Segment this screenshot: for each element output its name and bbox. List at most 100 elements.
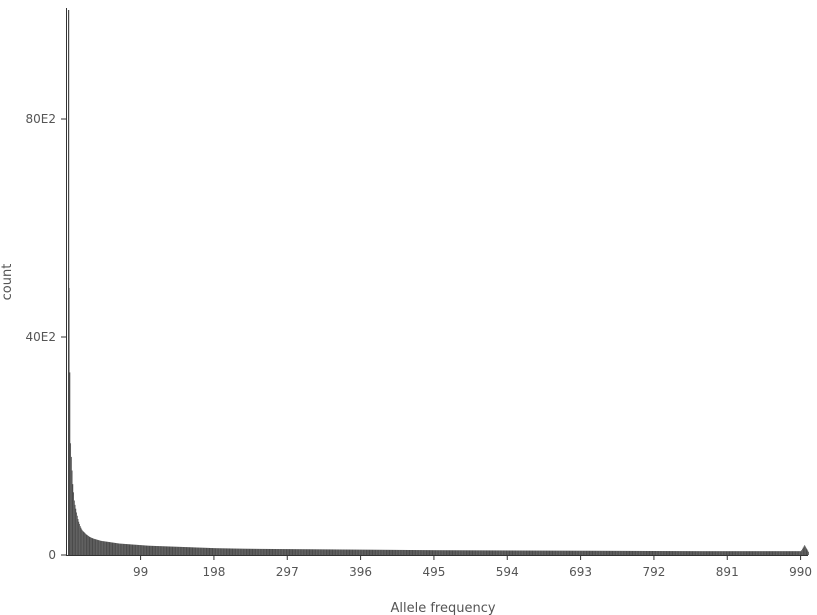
x-tick-label: 792 — [642, 565, 665, 579]
histogram-bar — [408, 549, 410, 555]
histogram-bar — [255, 548, 257, 555]
histogram-bar — [747, 551, 749, 555]
histogram-bar — [82, 530, 83, 555]
histogram-bar — [456, 550, 457, 555]
histogram-bar — [611, 550, 613, 555]
histogram-bar — [430, 550, 432, 555]
histogram-bar — [804, 545, 806, 555]
histogram-bar — [578, 550, 580, 555]
histogram-bar — [556, 550, 558, 555]
histogram-bar — [553, 550, 554, 555]
histogram-bar — [467, 550, 469, 555]
histogram-bar — [540, 550, 542, 555]
histogram-bar — [518, 550, 520, 555]
histogram-bar — [721, 551, 723, 555]
histogram-bar — [479, 550, 480, 555]
histogram-bar — [70, 443, 72, 555]
histogram-bar — [519, 550, 521, 555]
histogram-bar — [428, 550, 430, 555]
histogram-bar — [705, 551, 707, 555]
histogram-bar — [672, 551, 674, 555]
histogram-bar — [375, 549, 377, 555]
histogram-bar — [202, 547, 204, 555]
histogram-bar — [430, 550, 432, 555]
histogram-bar — [593, 550, 594, 555]
histogram-bar — [300, 549, 302, 555]
histogram-bar — [378, 549, 380, 555]
histogram-bar — [145, 545, 147, 555]
histogram-bar — [76, 515, 78, 555]
histogram-bar — [314, 549, 316, 555]
histogram-bar — [228, 548, 229, 555]
histogram-bar — [336, 549, 338, 555]
histogram-bar — [539, 550, 540, 555]
histogram-bar — [342, 549, 344, 555]
histogram-bar — [352, 549, 354, 555]
histogram-bar — [262, 548, 264, 555]
histogram-bar — [325, 549, 327, 555]
histogram-bar — [510, 550, 512, 555]
histogram-bar — [73, 500, 75, 555]
histogram-bar — [799, 551, 800, 555]
histogram-bar — [326, 549, 328, 555]
histogram-bar — [615, 550, 617, 555]
histogram-bar — [80, 527, 82, 555]
y-axis-title: count — [0, 264, 15, 301]
histogram-bar — [622, 550, 624, 555]
histogram-bar — [770, 551, 772, 555]
histogram-bar — [141, 545, 143, 555]
histogram-bar — [186, 547, 188, 555]
histogram-bar — [758, 551, 760, 555]
histogram-bar — [391, 549, 393, 555]
histogram-bar — [557, 550, 559, 555]
histogram-bar — [796, 551, 798, 555]
histogram-bar — [517, 550, 519, 555]
histogram-bar — [753, 551, 754, 555]
histogram-bar — [613, 550, 614, 555]
histogram-bar — [571, 550, 573, 555]
histogram-bar — [525, 550, 527, 555]
histogram-bar — [268, 548, 269, 555]
histogram-bar — [412, 550, 414, 555]
histogram-bar — [405, 549, 406, 555]
histogram-bar — [120, 543, 122, 555]
histogram-bar — [728, 551, 730, 555]
histogram-bar — [693, 551, 695, 555]
histogram-bar — [329, 549, 331, 555]
histogram-bar — [533, 550, 535, 555]
histogram-bar — [163, 546, 165, 555]
histogram-bar — [750, 551, 752, 555]
histogram-bar — [217, 548, 219, 555]
histogram-bar — [189, 547, 191, 555]
histogram-bar — [162, 546, 164, 555]
histogram-bar — [756, 551, 757, 555]
histogram-bar — [713, 551, 714, 555]
histogram-bar — [117, 543, 119, 555]
histogram-bar — [171, 546, 173, 555]
histogram-bar — [739, 551, 741, 555]
histogram-bar — [807, 550, 809, 555]
histogram-bar — [498, 550, 500, 555]
histogram-bar — [800, 551, 802, 555]
histogram-bar — [663, 551, 665, 555]
histogram-bar — [697, 551, 699, 555]
histogram-bar — [631, 550, 633, 555]
histogram-bar — [748, 551, 750, 555]
histogram-bar — [718, 551, 720, 555]
histogram-bar — [121, 543, 123, 555]
histogram-bar — [465, 550, 467, 555]
histogram-bar — [333, 549, 334, 555]
histogram-bar — [72, 484, 74, 555]
histogram-bar — [496, 550, 498, 555]
histogram-bar — [348, 549, 349, 555]
histogram-bar — [744, 551, 746, 555]
histogram-bar — [225, 548, 227, 555]
histogram-bar — [136, 544, 138, 555]
histogram-bar — [252, 548, 254, 555]
histogram-bar — [765, 551, 766, 555]
histogram-bar — [684, 551, 686, 555]
histogram-bar — [323, 549, 325, 555]
histogram-bar — [299, 549, 301, 555]
histogram-bar — [288, 549, 289, 555]
histogram-bar — [81, 529, 83, 555]
